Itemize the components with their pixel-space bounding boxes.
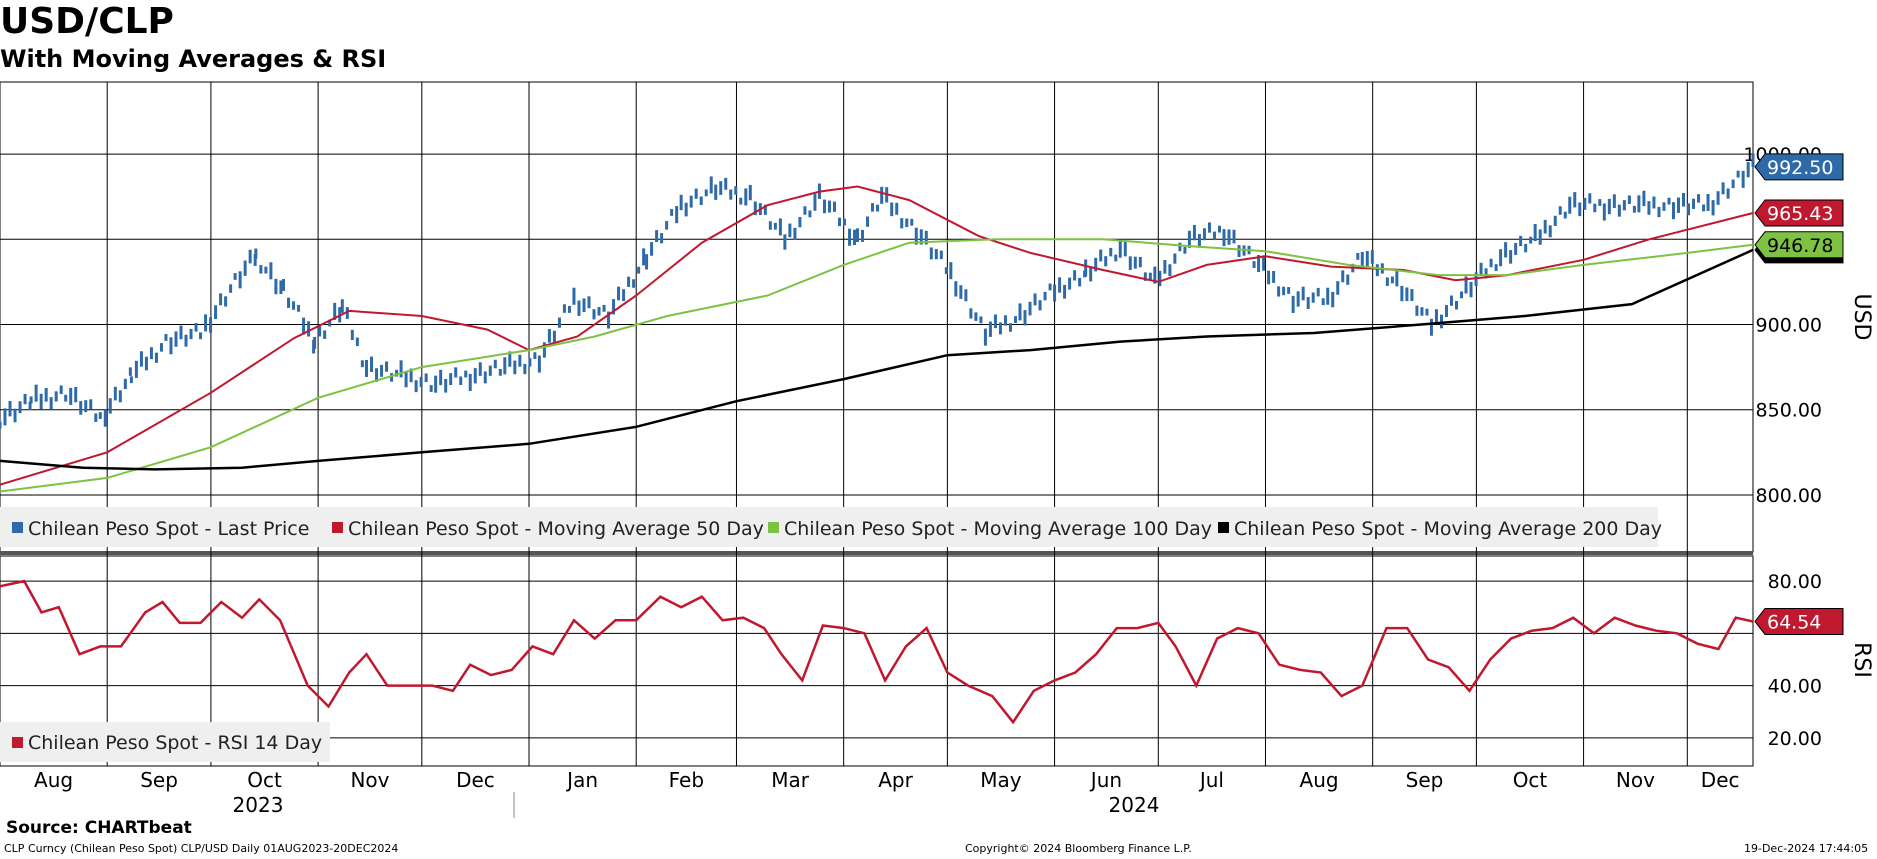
legend-swatch <box>332 522 343 533</box>
ma100-value-tag-box <box>1754 231 1844 259</box>
ma100-value-tag: 946.78 <box>1767 235 1833 257</box>
rsi-tick-label: 40.00 <box>1768 676 1822 698</box>
source-label: Source: CHARTbeat <box>6 818 192 838</box>
legend-entry: Chilean Peso Spot - Moving Average 50 Da… <box>348 518 764 540</box>
x-tick-label: Aug <box>1300 768 1339 792</box>
rsi-value-tag: 64.54 <box>1767 611 1821 633</box>
rsi-legend-swatch <box>12 737 23 748</box>
ma200-line <box>0 248 1754 471</box>
footer-timestamp: 19-Dec-2024 17:44:05 <box>1744 842 1869 855</box>
footer-copyright: Copyright© 2024 Bloomberg Finance L.P. <box>965 842 1192 855</box>
legend-entry: Chilean Peso Spot - Moving Average 200 D… <box>1234 518 1662 540</box>
main-legend-bg <box>0 507 1658 547</box>
ma50-value-tag: 965.43 <box>1767 203 1833 225</box>
rsi-panel-frame <box>0 555 1754 767</box>
x-tick-label: May <box>980 768 1022 792</box>
rsi-line <box>0 579 1754 725</box>
legend-swatch <box>768 522 779 533</box>
x-tick-label: Aug <box>34 768 73 792</box>
y-tick-label: 850.00 <box>1756 400 1822 422</box>
footer-ticker: CLP Curncy (Chilean Peso Spot) CLP/USD D… <box>4 842 399 855</box>
y-tick-label: 900.00 <box>1756 315 1822 337</box>
legend-entry: Chilean Peso Spot - Moving Average 100 D… <box>784 518 1212 540</box>
x-tick-label: Oct <box>1513 768 1548 792</box>
ma100-line <box>0 238 1754 493</box>
price-panel-frame <box>0 81 1754 553</box>
x-tick-label: Sep <box>140 768 178 792</box>
x-tick-label: Jan <box>565 768 598 792</box>
ma50-line <box>0 185 1754 486</box>
year-label: 2023 <box>233 793 284 817</box>
x-tick-label: Jul <box>1198 768 1224 792</box>
legend-swatch <box>12 522 23 533</box>
x-tick-label: Dec <box>1701 768 1740 792</box>
x-tick-label: Feb <box>669 768 704 792</box>
y-axis-label: USD <box>1849 293 1874 340</box>
legend-swatch <box>1218 522 1229 533</box>
price-value-tag-box <box>1754 153 1844 181</box>
ma50-value-tag-box <box>1754 199 1844 227</box>
year-label: 2024 <box>1109 793 1160 817</box>
x-tick-label: Nov <box>350 768 389 792</box>
x-tick-label: Sep <box>1406 768 1444 792</box>
x-tick-label: Oct <box>247 768 282 792</box>
x-tick-label: Mar <box>771 768 810 792</box>
rsi-tick-label: 20.00 <box>1768 728 1822 750</box>
x-tick-label: Dec <box>456 768 495 792</box>
x-tick-label: Nov <box>1616 768 1655 792</box>
rsi-axis-label: RSI <box>1849 642 1874 678</box>
legend-entry: Chilean Peso Spot - Last Price <box>28 518 309 540</box>
rsi-value-tag-box <box>1754 607 1844 635</box>
x-tick-label: Apr <box>878 768 913 792</box>
chart-title: USD/CLP <box>0 1 174 42</box>
rsi-legend-entry: Chilean Peso Spot - RSI 14 Day <box>28 732 322 754</box>
rsi-tick-label: 80.00 <box>1768 571 1822 593</box>
chart-subtitle: With Moving Averages & RSI <box>0 45 387 73</box>
x-tick-label: Jun <box>1089 768 1122 792</box>
y-tick-label: 800.00 <box>1756 485 1822 507</box>
price-value-tag: 992.50 <box>1767 157 1833 179</box>
rsi-legend-bg <box>0 722 330 762</box>
